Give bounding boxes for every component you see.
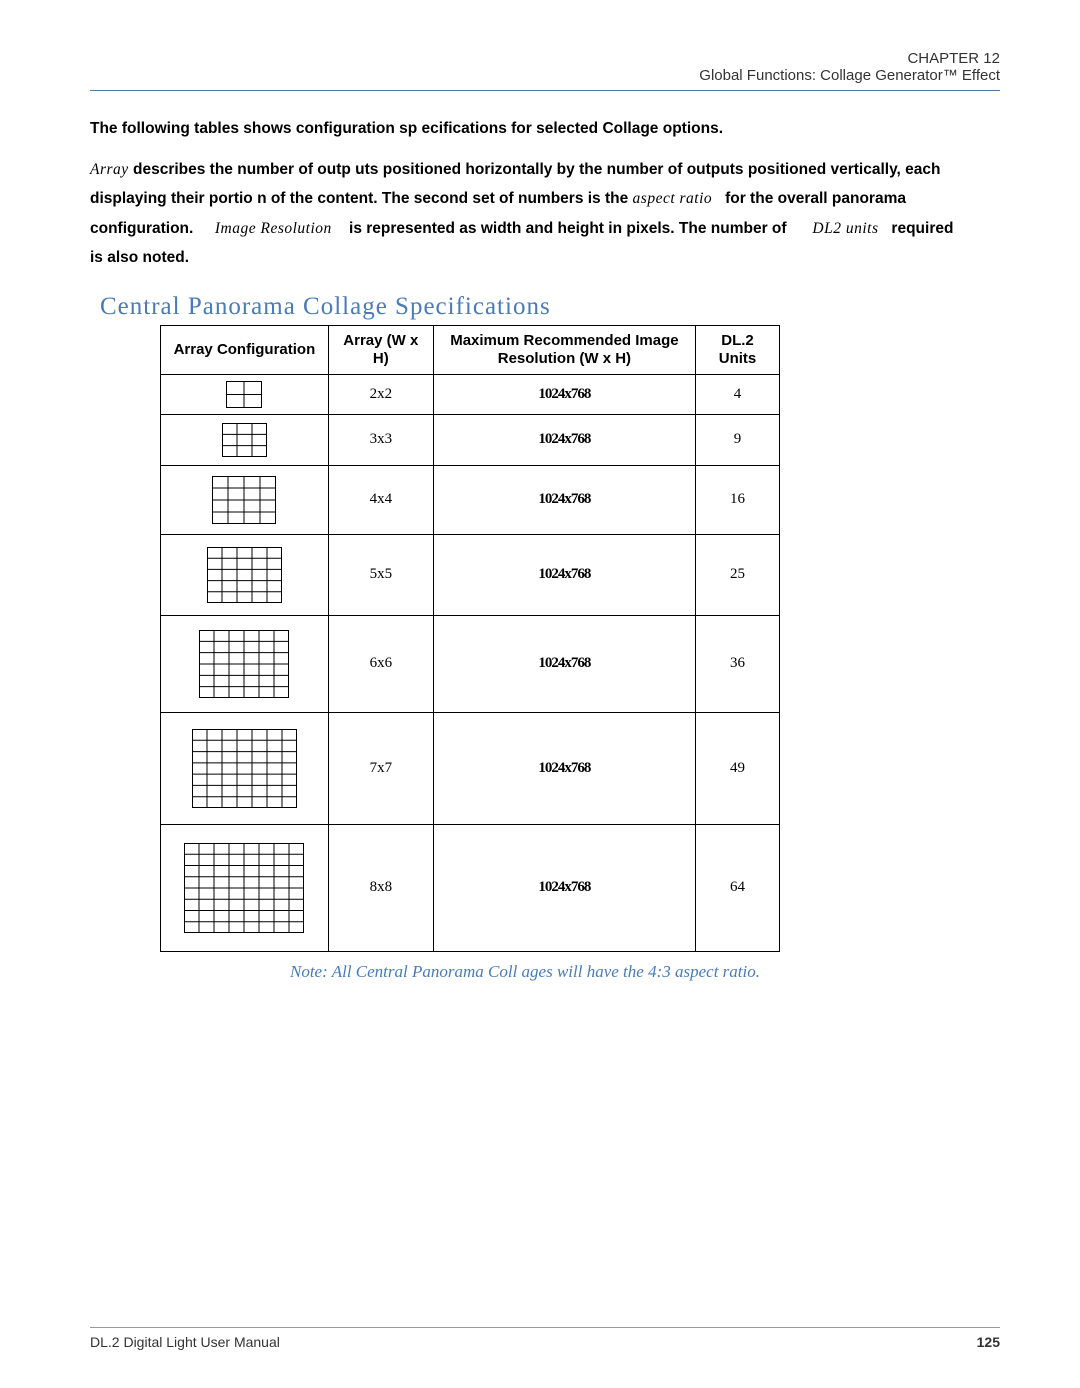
cell-resolution: 1024x768 <box>433 615 695 712</box>
note-text: Note: All Central Panorama Coll ages wil… <box>50 962 1000 982</box>
table-row: 5x51024x76825 <box>161 534 780 615</box>
spec-table: Array Configuration Array (W x H) Maximu… <box>160 325 780 952</box>
cell-array: 3x3 <box>328 414 433 465</box>
table-row: 6x61024x76836 <box>161 615 780 712</box>
grid-icon <box>226 381 262 408</box>
cell-resolution: 1024x768 <box>433 374 695 414</box>
cell-units: 4 <box>696 374 780 414</box>
page-header: CHAPTER 12 Global Functions: Collage Gen… <box>90 50 1000 84</box>
page-number: 125 <box>977 1334 1000 1350</box>
table-row: 4x41024x76816 <box>161 465 780 534</box>
cell-array: 7x7 <box>328 712 433 824</box>
cell-config <box>161 824 329 951</box>
cell-config <box>161 712 329 824</box>
intro-text-3: is represented as width and height in pi… <box>349 220 787 237</box>
intro-lead: The following tables shows configuration… <box>90 117 1000 141</box>
cell-units: 25 <box>696 534 780 615</box>
grid-icon <box>192 729 297 808</box>
th-res: Maximum Recommended Image Resolution (W … <box>433 325 695 374</box>
cell-resolution: 1024x768 <box>433 824 695 951</box>
cell-units: 36 <box>696 615 780 712</box>
term-aspect: aspect ratio <box>633 190 713 207</box>
cell-array: 5x5 <box>328 534 433 615</box>
grid-icon <box>199 630 289 698</box>
term-dl2: DL2 units <box>812 220 878 237</box>
cell-config <box>161 465 329 534</box>
th-config: Array Configuration <box>161 325 329 374</box>
cell-units: 9 <box>696 414 780 465</box>
cell-array: 6x6 <box>328 615 433 712</box>
cell-units: 64 <box>696 824 780 951</box>
grid-icon <box>207 547 282 603</box>
cell-array: 4x4 <box>328 465 433 534</box>
cell-config <box>161 534 329 615</box>
footer-rule <box>90 1327 1000 1328</box>
section-label: Global Functions: Collage Generator™ Eff… <box>90 67 1000 84</box>
cell-units: 49 <box>696 712 780 824</box>
header-rule <box>90 90 1000 91</box>
chapter-label: CHAPTER 12 <box>90 50 1000 67</box>
cell-resolution: 1024x768 <box>433 712 695 824</box>
th-units: DL.2 Units <box>696 325 780 374</box>
grid-icon <box>222 423 267 457</box>
section-title: Central Panorama Collage Specifications <box>100 293 1000 321</box>
table-row: 3x31024x7689 <box>161 414 780 465</box>
cell-units: 16 <box>696 465 780 534</box>
th-array: Array (W x H) <box>328 325 433 374</box>
grid-icon <box>212 476 276 524</box>
cell-resolution: 1024x768 <box>433 414 695 465</box>
table-header-row: Array Configuration Array (W x H) Maximu… <box>161 325 780 374</box>
grid-icon <box>184 843 304 933</box>
table-row: 8x81024x76864 <box>161 824 780 951</box>
cell-resolution: 1024x768 <box>433 465 695 534</box>
table-row: 7x71024x76849 <box>161 712 780 824</box>
term-imgres: Image Resolution <box>215 220 332 237</box>
cell-config <box>161 374 329 414</box>
cell-resolution: 1024x768 <box>433 534 695 615</box>
cell-array: 8x8 <box>328 824 433 951</box>
page-footer: DL.2 Digital Light User Manual 125 <box>90 1327 1000 1350</box>
cell-config <box>161 414 329 465</box>
footer-left: DL.2 Digital Light User Manual <box>90 1334 280 1350</box>
cell-config <box>161 615 329 712</box>
cell-array: 2x2 <box>328 374 433 414</box>
term-array: Array <box>90 161 129 178</box>
table-row: 2x21024x7684 <box>161 374 780 414</box>
intro-paragraph: Array describes the number of outp uts p… <box>90 155 970 273</box>
